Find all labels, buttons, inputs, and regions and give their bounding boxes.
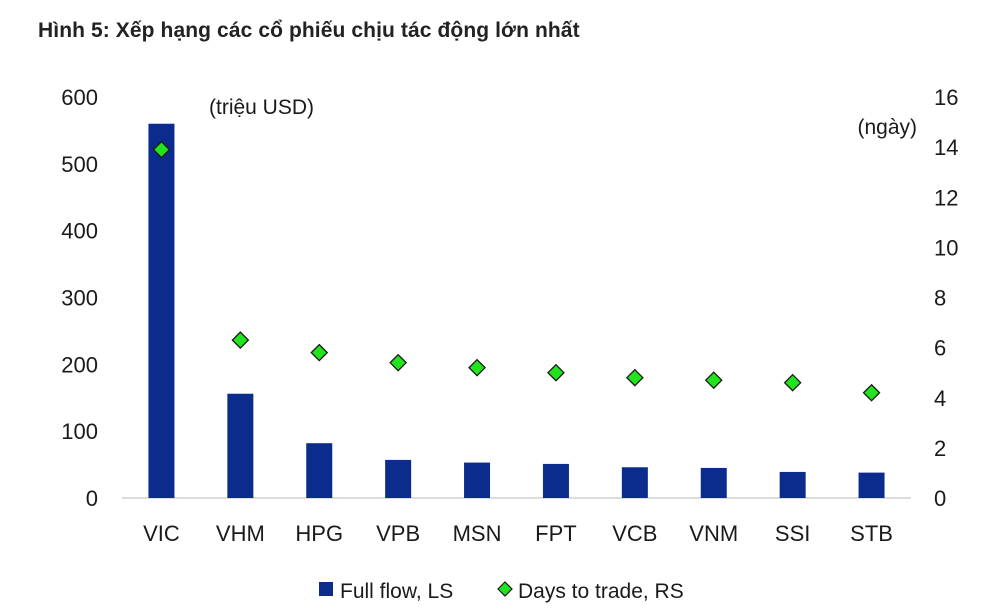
legend: Full flow, LS Days to trade, RS bbox=[319, 580, 684, 603]
right-tick-label: 4 bbox=[934, 386, 946, 411]
marker-vcb bbox=[625, 368, 644, 387]
bar-ssi bbox=[779, 471, 806, 498]
left-tick-label: 600 bbox=[61, 85, 98, 110]
right-tick-label: 0 bbox=[934, 486, 946, 511]
right-tick-label: 10 bbox=[934, 235, 958, 260]
legend-label-days-to-trade: Days to trade, RS bbox=[518, 580, 684, 603]
right-axis-unit-label: (ngày) bbox=[857, 116, 917, 139]
bar-vhm bbox=[227, 393, 254, 498]
left-tick-label: 100 bbox=[61, 419, 98, 444]
right-tick-label: 12 bbox=[934, 185, 958, 210]
left-tick-label: 400 bbox=[61, 219, 98, 244]
x-tick-label: MSN bbox=[453, 521, 502, 546]
legend-diamond-swatch bbox=[497, 581, 513, 597]
bar-hpg bbox=[306, 443, 333, 498]
marker-msn bbox=[468, 358, 486, 377]
left-tick-label: 200 bbox=[61, 352, 98, 377]
bar-vnm bbox=[700, 467, 727, 498]
legend-bar-swatch bbox=[319, 582, 333, 596]
left-tick-label: 500 bbox=[61, 152, 98, 177]
marker-vpb bbox=[389, 353, 408, 372]
marker-stb bbox=[862, 383, 881, 402]
x-tick-label: SSI bbox=[775, 521, 810, 546]
x-tick-label: VPB bbox=[376, 521, 420, 546]
bar-msn bbox=[464, 462, 491, 498]
x-tick-label: VIC bbox=[143, 521, 180, 546]
x-tick-label: VNM bbox=[689, 521, 738, 546]
bar-fpt bbox=[542, 463, 569, 498]
left-tick-label: 300 bbox=[61, 286, 98, 311]
left-axis-ticks: 0 100 200 300 400 500 600 bbox=[61, 85, 98, 511]
x-tick-label: VHM bbox=[216, 521, 265, 546]
bar-series bbox=[148, 123, 885, 498]
right-tick-label: 8 bbox=[934, 286, 946, 311]
right-tick-label: 14 bbox=[934, 135, 958, 160]
bar-vpb bbox=[385, 459, 412, 498]
bar-vcb bbox=[621, 467, 648, 498]
right-tick-label: 2 bbox=[934, 436, 946, 461]
marker-hpg bbox=[310, 343, 329, 362]
marker-vic bbox=[152, 140, 171, 159]
x-tick-label: HPG bbox=[295, 521, 343, 546]
right-tick-label: 16 bbox=[934, 85, 958, 110]
legend-label-full-flow: Full flow, LS bbox=[340, 580, 453, 603]
x-tick-label: FPT bbox=[535, 521, 577, 546]
bar-vic bbox=[148, 123, 175, 498]
bar-stb bbox=[858, 472, 885, 498]
x-tick-label: VCB bbox=[612, 521, 657, 546]
marker-vhm bbox=[231, 331, 250, 350]
x-tick-label: STB bbox=[850, 521, 893, 546]
marker-series bbox=[152, 140, 881, 402]
left-tick-label: 0 bbox=[86, 486, 98, 511]
left-axis-unit-label: (triệu USD) bbox=[209, 96, 314, 119]
marker-ssi bbox=[783, 373, 802, 392]
right-tick-label: 6 bbox=[934, 336, 946, 361]
chart-title: Hình 5: Xếp hạng các cổ phiếu chịu tác đ… bbox=[38, 19, 580, 42]
marker-fpt bbox=[547, 363, 565, 382]
x-axis-labels: VIC VHM HPG VPB MSN FPT VCB VNM SSI STB bbox=[143, 521, 893, 546]
right-axis-ticks: 0 2 4 6 8 10 12 14 16 bbox=[934, 85, 958, 511]
marker-vnm bbox=[704, 371, 723, 390]
